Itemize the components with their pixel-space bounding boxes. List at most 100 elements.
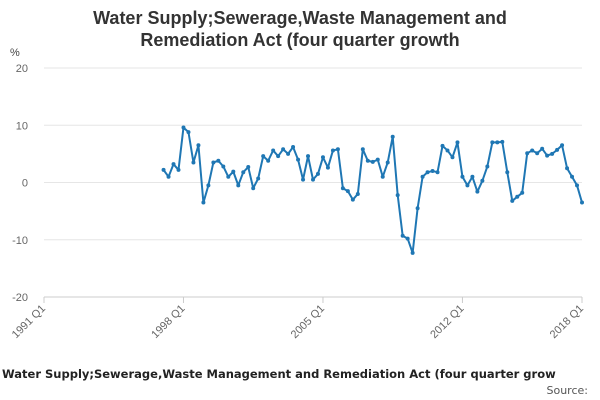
data-point[interactable] <box>325 165 330 170</box>
data-point[interactable] <box>330 148 335 153</box>
x-tick-label: 1991 Q1 <box>10 303 48 341</box>
data-point[interactable] <box>490 140 495 145</box>
x-axis: 1991 Q1 1998 Q1 2005 Q1 2012 Q1 2018 Q1 <box>10 297 586 341</box>
data-point[interactable] <box>570 174 575 179</box>
data-point[interactable] <box>211 160 216 165</box>
data-point[interactable] <box>495 140 500 145</box>
y-tick-label: 10 <box>16 120 28 132</box>
data-point[interactable] <box>485 164 490 169</box>
data-point[interactable] <box>540 146 545 151</box>
data-point[interactable] <box>405 236 410 241</box>
y-tick-label: 0 <box>22 178 28 190</box>
chart-title-line: Remediation Act (four quarter growth <box>140 30 459 50</box>
data-point[interactable] <box>281 147 286 152</box>
data-point[interactable] <box>410 250 415 255</box>
data-point[interactable] <box>575 183 580 188</box>
data-point[interactable] <box>171 162 176 167</box>
data-point[interactable] <box>355 191 360 196</box>
data-point[interactable] <box>221 164 226 169</box>
data-point[interactable] <box>320 155 325 160</box>
data-point[interactable] <box>186 130 191 135</box>
data-point[interactable] <box>565 166 570 171</box>
data-point[interactable] <box>216 158 221 163</box>
y-tick-label: -20 <box>12 292 28 304</box>
data-point[interactable] <box>340 186 345 191</box>
data-point[interactable] <box>206 183 211 188</box>
data-point[interactable] <box>301 177 306 182</box>
data-point[interactable] <box>176 167 181 172</box>
data-point[interactable] <box>580 200 584 205</box>
data-point[interactable] <box>505 170 510 175</box>
data-point[interactable] <box>475 189 480 194</box>
data-point[interactable] <box>385 160 390 165</box>
data-point[interactable] <box>271 148 276 153</box>
data-point[interactable] <box>251 186 256 191</box>
series-group <box>161 125 584 255</box>
data-point[interactable] <box>535 151 540 156</box>
data-point[interactable] <box>261 154 266 159</box>
data-point[interactable] <box>450 155 455 160</box>
data-point[interactable] <box>435 170 440 175</box>
data-point[interactable] <box>455 140 460 145</box>
data-point[interactable] <box>470 174 475 179</box>
data-point[interactable] <box>201 200 206 205</box>
data-point[interactable] <box>291 145 296 149</box>
series-line <box>162 126 583 254</box>
data-point[interactable] <box>440 143 445 148</box>
data-point[interactable] <box>365 158 370 163</box>
data-point[interactable] <box>545 153 550 158</box>
data-point[interactable] <box>550 151 555 156</box>
chart-title-line: Water Supply;Sewerage,Waste Management a… <box>93 8 507 28</box>
data-point[interactable] <box>400 233 405 238</box>
data-point[interactable] <box>181 125 186 130</box>
data-point[interactable] <box>266 158 271 163</box>
data-point[interactable] <box>445 148 450 153</box>
data-point[interactable] <box>296 157 301 162</box>
data-point[interactable] <box>345 189 350 194</box>
data-point[interactable] <box>196 143 201 148</box>
data-point[interactable] <box>465 183 470 188</box>
data-point[interactable] <box>390 134 395 139</box>
data-point[interactable] <box>520 190 525 195</box>
data-point[interactable] <box>246 165 251 170</box>
data-point[interactable] <box>525 151 530 156</box>
data-point[interactable] <box>236 183 241 188</box>
data-point[interactable] <box>425 170 430 175</box>
data-point[interactable] <box>420 174 425 179</box>
grid-lines <box>44 67 582 298</box>
x-tick-label: 1998 Q1 <box>149 303 187 341</box>
data-point[interactable] <box>166 174 171 179</box>
data-point[interactable] <box>560 143 565 148</box>
data-point[interactable] <box>286 151 291 156</box>
data-point[interactable] <box>530 148 535 153</box>
data-point[interactable] <box>226 174 231 179</box>
data-point[interactable] <box>231 169 236 174</box>
data-point[interactable] <box>510 198 515 203</box>
data-point[interactable] <box>555 147 560 152</box>
data-point[interactable] <box>191 160 196 165</box>
data-point[interactable] <box>350 197 355 202</box>
data-point[interactable] <box>241 170 246 175</box>
data-point[interactable] <box>370 159 375 164</box>
data-point[interactable] <box>460 174 465 179</box>
data-point[interactable] <box>430 169 435 174</box>
data-point[interactable] <box>500 139 505 144</box>
data-point[interactable] <box>276 154 281 159</box>
data-point[interactable] <box>306 154 311 159</box>
source-label: Source: <box>547 384 589 397</box>
y-tick-label: 20 <box>16 63 28 75</box>
data-point[interactable] <box>395 193 400 198</box>
data-point[interactable] <box>311 177 315 182</box>
data-point[interactable] <box>161 167 166 172</box>
data-point[interactable] <box>335 147 340 152</box>
data-point[interactable] <box>480 178 485 183</box>
data-point[interactable] <box>315 171 320 176</box>
data-point[interactable] <box>415 206 420 211</box>
data-point[interactable] <box>375 157 380 162</box>
data-point[interactable] <box>256 176 261 181</box>
data-point[interactable] <box>515 194 520 199</box>
data-point[interactable] <box>380 174 385 179</box>
data-point[interactable] <box>360 147 365 152</box>
x-tick-label: 2018 Q1 <box>548 303 586 341</box>
